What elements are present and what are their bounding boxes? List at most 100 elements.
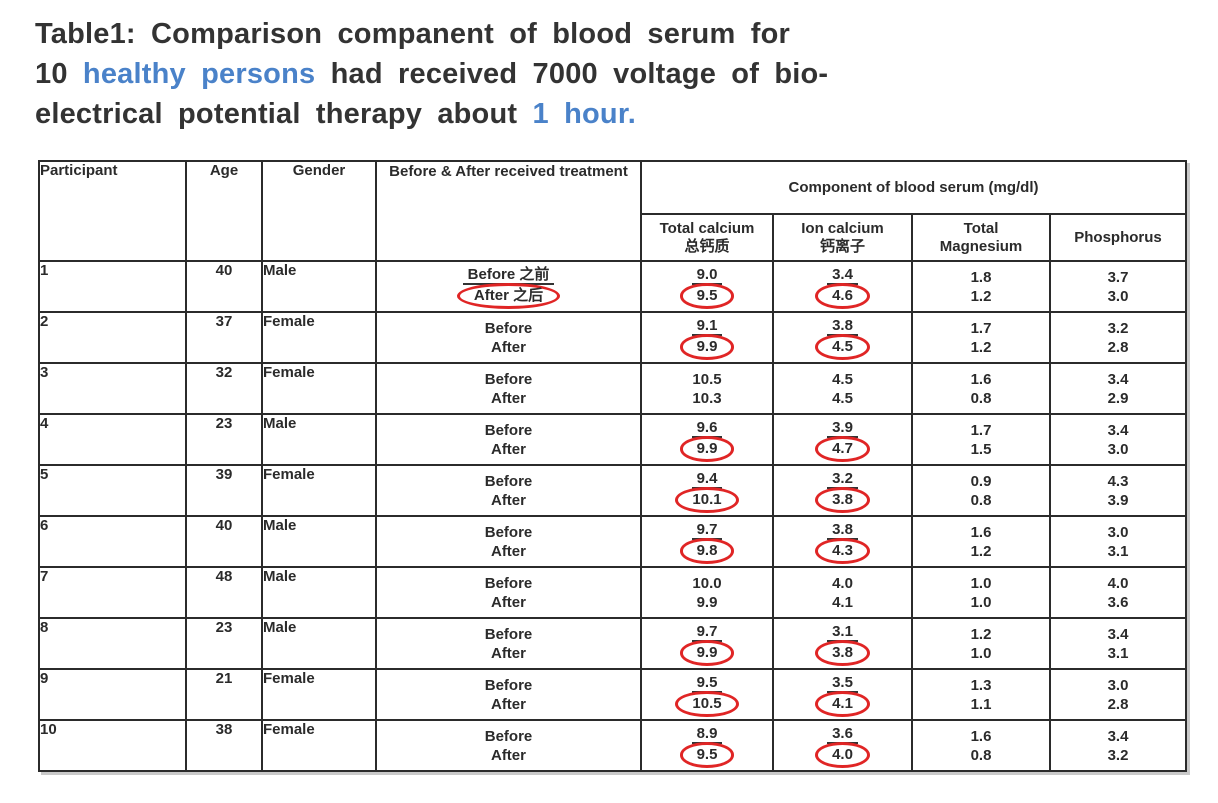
after-value: 3.0 <box>1051 440 1185 459</box>
underline-annotation: 3.9 <box>827 419 858 438</box>
before-value: 3.4 <box>1051 727 1185 746</box>
red-circle-annotation: 9.9 <box>679 435 735 462</box>
after-value: After <box>377 644 640 663</box>
underline-annotation: 8.9 <box>691 725 723 744</box>
value-text: Before <box>484 472 533 490</box>
before-value: Before <box>377 523 640 542</box>
magnesium-cell: 1.8 1.2 <box>911 260 1051 313</box>
red-circle-annotation: 4.1 <box>815 690 870 717</box>
value-text: After <box>490 746 526 764</box>
after-value: 9.9 <box>642 435 772 462</box>
red-circle-annotation: 9.9 <box>679 333 735 360</box>
value-text: After <box>490 440 526 458</box>
value-text: Before <box>484 625 533 643</box>
red-circle-annotation: 9.9 <box>679 639 735 666</box>
value-text: After <box>490 695 526 713</box>
value-text: 2.9 <box>1107 389 1129 407</box>
before-value: 3.5 <box>774 673 911 693</box>
age-cell: 40 <box>185 515 263 568</box>
before-value: 3.1 <box>774 622 911 642</box>
before-value: 4.0 <box>774 574 911 593</box>
value-text: 1.7 <box>970 319 992 337</box>
phosphorus-cell: 4.3 3.9 <box>1049 464 1187 517</box>
before-value: Before <box>377 574 640 593</box>
before-value: 1.8 <box>913 268 1049 287</box>
before-value: 3.4 <box>774 265 911 285</box>
header-row-1: Participant Age Gender Before & After re… <box>38 160 1187 262</box>
table-row: 8 23 Male Before After 9.7 9.9 3.1 3.8 1.2 1.0 3.4 3… <box>38 617 1187 670</box>
after-value: 4.3 <box>774 537 911 564</box>
after-value: After <box>377 593 640 612</box>
magnesium-cell: 1.6 1.2 <box>911 515 1051 568</box>
magnesium-cell: 1.7 1.2 <box>911 311 1051 364</box>
value-text: 1.0 <box>970 593 992 611</box>
gender-cell: Male <box>261 617 377 670</box>
before-value: 4.5 <box>774 370 911 389</box>
red-circle-annotation: After 之后 <box>456 282 561 309</box>
ion-calcium-cell: 3.8 4.3 <box>772 515 913 568</box>
after-value: 4.1 <box>774 593 911 612</box>
value-text: After <box>490 338 526 356</box>
red-circle-annotation: 3.8 <box>815 639 870 666</box>
col-header-treatment: Before & After received treatment <box>375 160 642 262</box>
age-cell: 23 <box>185 617 263 670</box>
participant-cell: 6 <box>38 515 187 568</box>
value-text: 3.0 <box>1107 287 1129 305</box>
value-text: 3.4 <box>1107 370 1129 388</box>
value-text: 3.4 <box>1107 625 1129 643</box>
value-text: 9.9 <box>696 593 718 611</box>
red-circle-annotation: 4.3 <box>815 537 870 564</box>
treatment-cell: Before After <box>375 464 642 517</box>
total-calcium-cell: 10.0 9.9 <box>640 566 774 619</box>
value-text: 1.1 <box>970 695 992 713</box>
after-value: After <box>377 389 640 408</box>
value-text: 1.6 <box>970 523 992 541</box>
before-value: Before 之前 <box>377 265 640 285</box>
value-text: 2.8 <box>1107 695 1129 713</box>
value-text: Before <box>484 727 533 745</box>
value-text: 3.2 <box>1107 746 1129 764</box>
participant-cell: 10 <box>38 719 187 772</box>
underline-annotation: 3.8 <box>827 521 858 540</box>
after-value: 1.0 <box>913 644 1049 663</box>
participant-cell: 2 <box>38 311 187 364</box>
red-circle-annotation: 10.1 <box>675 486 739 513</box>
red-circle-annotation: 9.5 <box>679 741 735 768</box>
total-calcium-label-cn: 总钙质 <box>684 237 730 255</box>
total-calcium-cell: 9.4 10.1 <box>640 464 774 517</box>
magnesium-cell: 1.6 0.8 <box>911 362 1051 415</box>
after-value: 3.6 <box>1051 593 1185 612</box>
ion-calcium-cell: 3.1 3.8 <box>772 617 913 670</box>
total-calcium-cell: 9.0 9.5 <box>640 260 774 313</box>
total-calcium-cell: 10.5 10.3 <box>640 362 774 415</box>
participant-cell: 1 <box>38 260 187 313</box>
treatment-cell: Before 之前 After 之后 <box>375 260 642 313</box>
underline-annotation: 3.1 <box>827 623 858 642</box>
red-circle-annotation: 4.6 <box>815 282 870 309</box>
phosphorus-cell: 3.4 3.2 <box>1049 719 1187 772</box>
treatment-cell: Before After <box>375 311 642 364</box>
after-value: 2.8 <box>1051 338 1185 357</box>
before-value: 3.8 <box>774 520 911 540</box>
after-value: 1.2 <box>913 287 1049 306</box>
red-circle-annotation: 10.5 <box>675 690 739 717</box>
value-text: After <box>490 593 526 611</box>
table-row: 1 40 Male Before 之前 After 之后 9.0 9.5 3.4 4.6 1.8 1… <box>38 260 1187 313</box>
before-value: 9.7 <box>642 520 772 540</box>
value-text: After <box>490 491 526 509</box>
age-cell: 32 <box>185 362 263 415</box>
underline-annotation: 9.7 <box>691 623 723 642</box>
ion-calcium-cell: 3.5 4.1 <box>772 668 913 721</box>
value-text: 3.9 <box>1107 491 1129 509</box>
value-text: 1.2 <box>970 625 992 643</box>
ion-calcium-cell: 3.9 4.7 <box>772 413 913 466</box>
after-value: 2.8 <box>1051 695 1185 714</box>
total-calcium-cell: 9.7 9.9 <box>640 617 774 670</box>
value-text: 1.6 <box>970 727 992 745</box>
before-value: 1.7 <box>913 319 1049 338</box>
value-text: 1.5 <box>970 440 992 458</box>
after-value: 2.9 <box>1051 389 1185 408</box>
value-text: Before <box>484 370 533 388</box>
table-row: 5 39 Female Before After 9.4 10.1 3.2 3.8 0.9 0.8 4… <box>38 464 1187 517</box>
participant-cell: 3 <box>38 362 187 415</box>
